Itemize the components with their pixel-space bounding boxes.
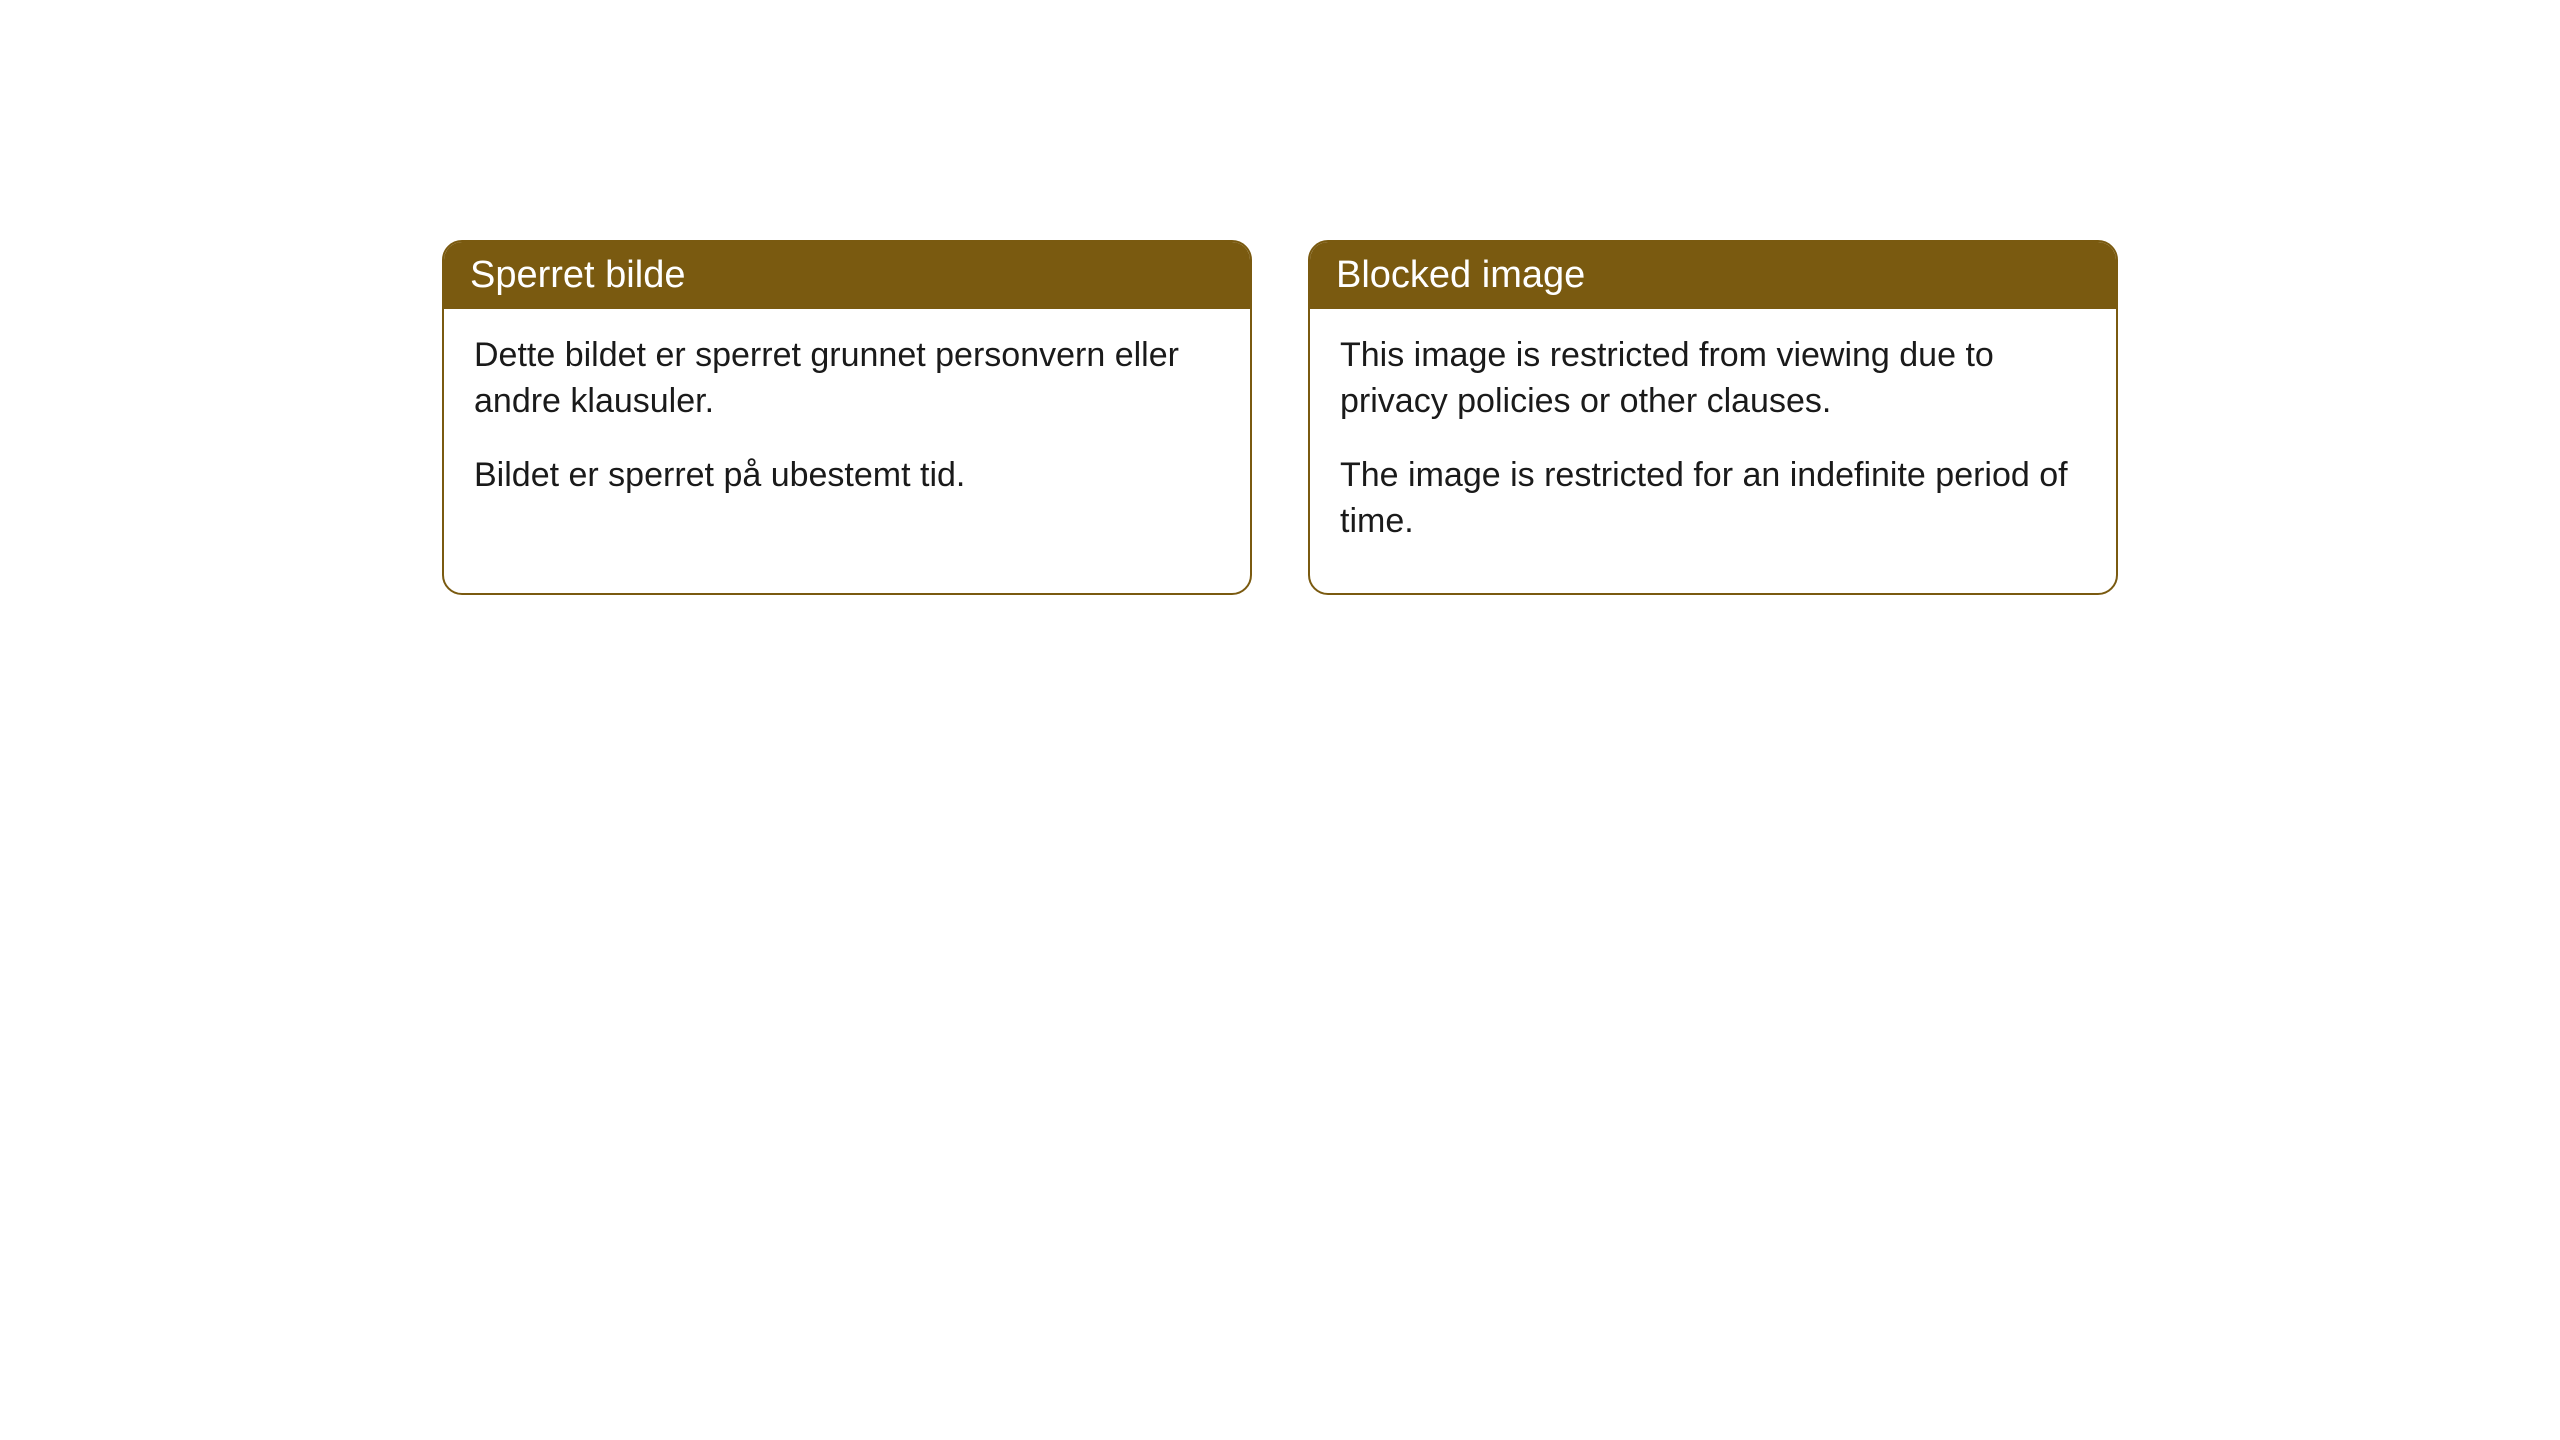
card-paragraph-2-norwegian: Bildet er sperret på ubestemt tid. — [474, 453, 1220, 499]
card-body-norwegian: Dette bildet er sperret grunnet personve… — [444, 309, 1250, 547]
card-paragraph-1-english: This image is restricted from viewing du… — [1340, 333, 2086, 425]
blocked-image-card-norwegian: Sperret bilde Dette bildet er sperret gr… — [442, 240, 1252, 595]
card-paragraph-2-english: The image is restricted for an indefinit… — [1340, 453, 2086, 545]
card-title-norwegian: Sperret bilde — [470, 254, 685, 296]
blocked-image-card-english: Blocked image This image is restricted f… — [1308, 240, 2118, 595]
card-header-english: Blocked image — [1310, 242, 2116, 309]
card-header-norwegian: Sperret bilde — [444, 242, 1250, 309]
card-paragraph-1-norwegian: Dette bildet er sperret grunnet personve… — [474, 333, 1220, 425]
card-title-english: Blocked image — [1336, 254, 1585, 296]
cards-container: Sperret bilde Dette bildet er sperret gr… — [442, 240, 2118, 595]
card-body-english: This image is restricted from viewing du… — [1310, 309, 2116, 593]
